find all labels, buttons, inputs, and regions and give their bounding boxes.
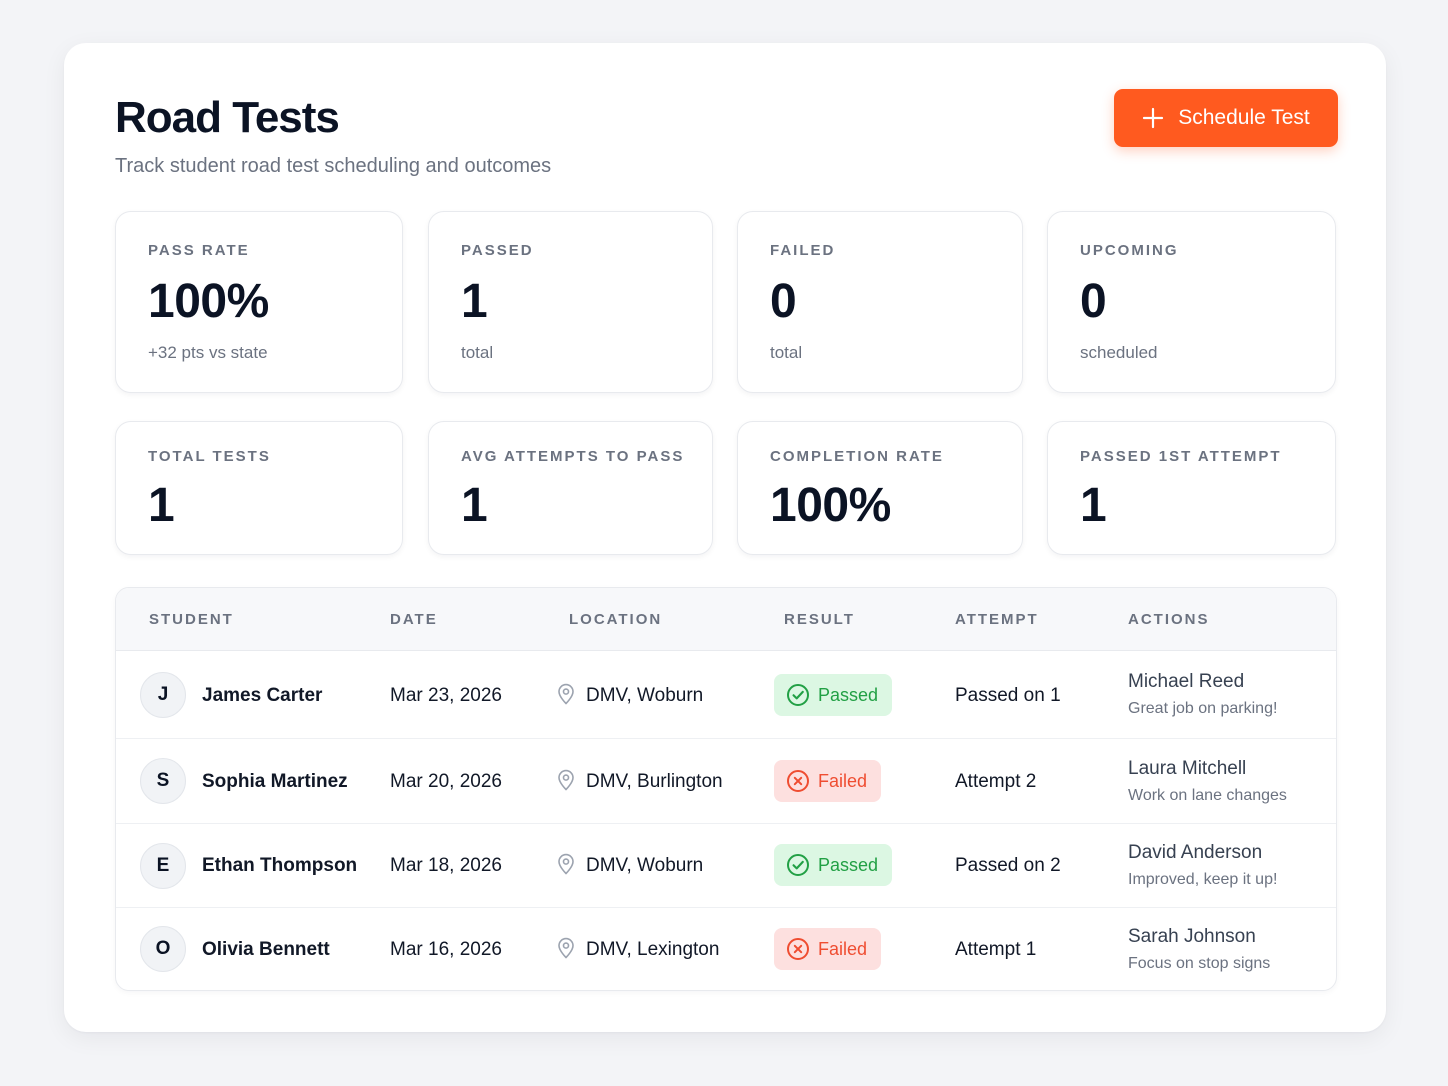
- map-pin-icon: [558, 853, 574, 875]
- stat-card-upcoming: UPCOMING 0 scheduled: [1047, 211, 1336, 393]
- stat-value: 0: [770, 275, 797, 328]
- test-location: DMV, Burlington: [586, 771, 723, 792]
- stat-card-total-tests: TOTAL TESTS 1: [115, 421, 403, 555]
- stat-subtext: scheduled: [1080, 343, 1158, 362]
- stat-label: UPCOMING: [1080, 242, 1179, 259]
- stat-card-pass-rate: PASS RATE 100% +32 pts vs state: [115, 211, 403, 393]
- stat-label: COMPLETION RATE: [770, 448, 944, 465]
- stat-subtext: +32 pts vs state: [148, 343, 268, 362]
- test-location: DMV, Lexington: [586, 939, 720, 960]
- stat-subtext: total: [770, 343, 803, 362]
- stat-value: 1: [461, 479, 488, 532]
- student-name[interactable]: Olivia Bennett: [202, 939, 330, 960]
- attempt-info: Attempt 2: [955, 771, 1037, 792]
- map-pin-icon: [558, 937, 574, 959]
- plus-icon: [1143, 107, 1164, 129]
- stat-value: 0: [1080, 275, 1107, 328]
- stat-value: 100%: [770, 479, 891, 532]
- test-location: DMV, Woburn: [586, 855, 704, 876]
- result-badge-failed: Failed: [774, 928, 882, 970]
- table-row[interactable]: J James Carter Mar 23, 2026 DMV, Woburn …: [116, 652, 1336, 739]
- stat-label: AVG ATTEMPTS TO PASS: [461, 448, 685, 465]
- stat-card-completion-rate: COMPLETION RATE 100%: [737, 421, 1023, 555]
- column-header-attempt: ATTEMPT: [955, 611, 1039, 628]
- result-label: Passed: [818, 684, 879, 705]
- stat-card-passed-first-attempt: PASSED 1ST ATTEMPT 1: [1047, 421, 1336, 555]
- table-row[interactable]: S Sophia Martinez Mar 20, 2026 DMV, Burl…: [116, 739, 1336, 824]
- avatar: J: [140, 672, 186, 718]
- result-label: Passed: [818, 854, 879, 875]
- stat-value: 1: [461, 275, 488, 328]
- attempt-info: Passed on 2: [955, 855, 1061, 876]
- check-circle-icon: [787, 684, 809, 706]
- instructor-note: Work on lane changes: [1128, 787, 1287, 804]
- schedule-test-button[interactable]: Schedule Test: [1114, 89, 1338, 147]
- result-label: Failed: [818, 770, 868, 791]
- column-header-result: RESULT: [784, 611, 855, 628]
- stat-label: TOTAL TESTS: [148, 448, 271, 465]
- map-pin-icon: [558, 769, 574, 791]
- test-date: Mar 20, 2026: [390, 771, 502, 792]
- test-date: Mar 18, 2026: [390, 855, 502, 876]
- x-circle-icon: [787, 938, 809, 960]
- instructor-name[interactable]: Laura Mitchell: [1128, 758, 1247, 779]
- instructor-note: Focus on stop signs: [1128, 955, 1271, 972]
- instructor-name[interactable]: Sarah Johnson: [1128, 926, 1256, 947]
- table-header: STUDENT DATE LOCATION RESULT ATTEMPT ACT…: [116, 588, 1336, 651]
- test-date: Mar 23, 2026: [390, 685, 502, 706]
- stat-value: 1: [1080, 479, 1107, 532]
- check-circle-icon: [787, 854, 809, 876]
- stat-card-passed: PASSED 1 total: [428, 211, 713, 393]
- avatar: S: [140, 758, 186, 804]
- stat-value: 1: [148, 479, 175, 532]
- table-row[interactable]: E Ethan Thompson Mar 18, 2026 DMV, Wobur…: [116, 824, 1336, 908]
- schedule-test-label: Schedule Test: [1178, 106, 1310, 129]
- stat-label: PASS RATE: [148, 242, 250, 259]
- attempt-info: Passed on 1: [955, 685, 1061, 706]
- stat-value: 100%: [148, 275, 269, 328]
- instructor-name[interactable]: Michael Reed: [1128, 671, 1245, 692]
- column-header-location: LOCATION: [569, 611, 663, 628]
- stat-card-failed: FAILED 0 total: [737, 211, 1023, 393]
- attempt-info: Attempt 1: [955, 939, 1037, 960]
- stat-card-avg-attempts: AVG ATTEMPTS TO PASS 1: [428, 421, 713, 555]
- instructor-name[interactable]: David Anderson: [1128, 842, 1263, 863]
- result-badge-passed: Passed: [774, 674, 893, 716]
- result-label: Failed: [818, 938, 868, 959]
- result-badge-passed: Passed: [774, 844, 893, 886]
- stat-subtext: total: [461, 343, 494, 362]
- avatar: E: [140, 843, 186, 889]
- instructor-note: Great job on parking!: [1128, 700, 1278, 717]
- x-circle-icon: [787, 770, 809, 792]
- page-title: Road Tests: [115, 93, 340, 142]
- student-name[interactable]: James Carter: [202, 685, 323, 706]
- stat-label: FAILED: [770, 242, 836, 259]
- test-location: DMV, Woburn: [586, 685, 704, 706]
- map-pin-icon: [558, 683, 574, 705]
- column-header-date: DATE: [390, 611, 438, 628]
- avatar: O: [140, 926, 186, 972]
- result-badge-failed: Failed: [774, 760, 882, 802]
- column-header-actions: ACTIONS: [1128, 611, 1210, 628]
- student-name[interactable]: Sophia Martinez: [202, 771, 348, 792]
- test-date: Mar 16, 2026: [390, 939, 502, 960]
- column-header-student: STUDENT: [149, 611, 234, 628]
- instructor-note: Improved, keep it up!: [1128, 871, 1278, 888]
- road-tests-panel: Road Tests Track student road test sched…: [64, 43, 1386, 1032]
- student-name[interactable]: Ethan Thompson: [202, 855, 358, 876]
- stat-label: PASSED: [461, 242, 534, 259]
- page-subtitle: Track student road test scheduling and o…: [115, 155, 552, 177]
- stat-label: PASSED 1ST ATTEMPT: [1080, 448, 1282, 465]
- table-row[interactable]: O Olivia Bennett Mar 16, 2026 DMV, Lexin…: [116, 908, 1336, 990]
- road-tests-table: STUDENT DATE LOCATION RESULT ATTEMPT ACT…: [115, 587, 1337, 991]
